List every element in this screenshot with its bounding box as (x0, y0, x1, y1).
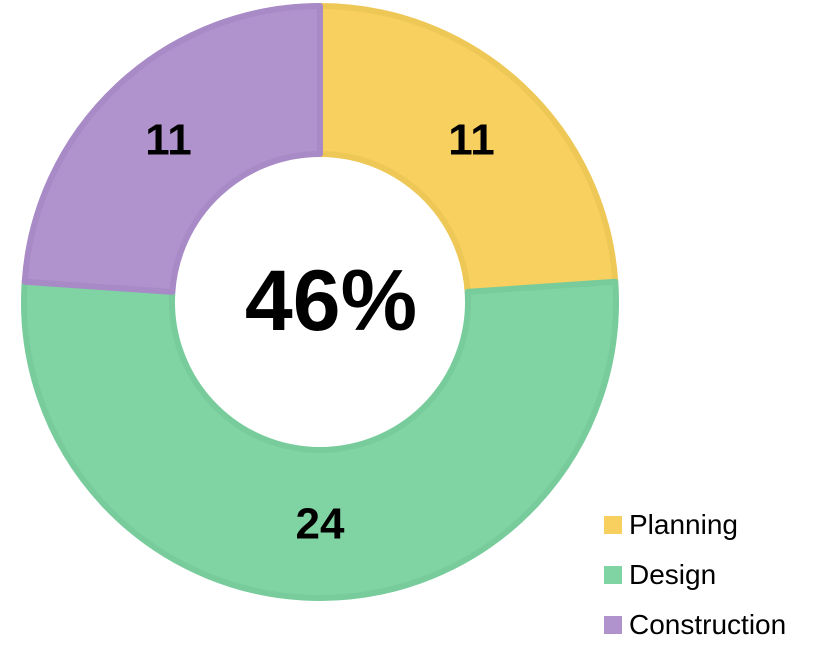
legend-swatch-planning (604, 516, 622, 534)
legend-swatch-design (604, 566, 622, 584)
slice-label-planning: 11 (448, 115, 495, 164)
legend-item-design: Design (604, 550, 786, 600)
slice-labels: 11 24 11 (145, 115, 495, 548)
slice-construction (21, 3, 323, 295)
legend-label-design: Design (629, 559, 717, 590)
center-percent-label: 46% (245, 253, 417, 349)
donut-chart: 11 24 11 46% (21, 3, 619, 601)
slice-design (21, 278, 619, 601)
legend-label-planning: Planning (629, 509, 738, 540)
slice-label-construction: 11 (145, 115, 192, 164)
legend: Planning Design Construction (604, 500, 786, 650)
legend-item-planning: Planning (604, 500, 786, 550)
donut-slices (21, 3, 619, 601)
legend-swatch-construction (604, 616, 622, 634)
legend-label-construction: Construction (629, 609, 787, 640)
slice-planning (317, 3, 619, 295)
slice-label-design: 24 (296, 500, 345, 549)
legend-item-construction: Construction (604, 600, 786, 650)
